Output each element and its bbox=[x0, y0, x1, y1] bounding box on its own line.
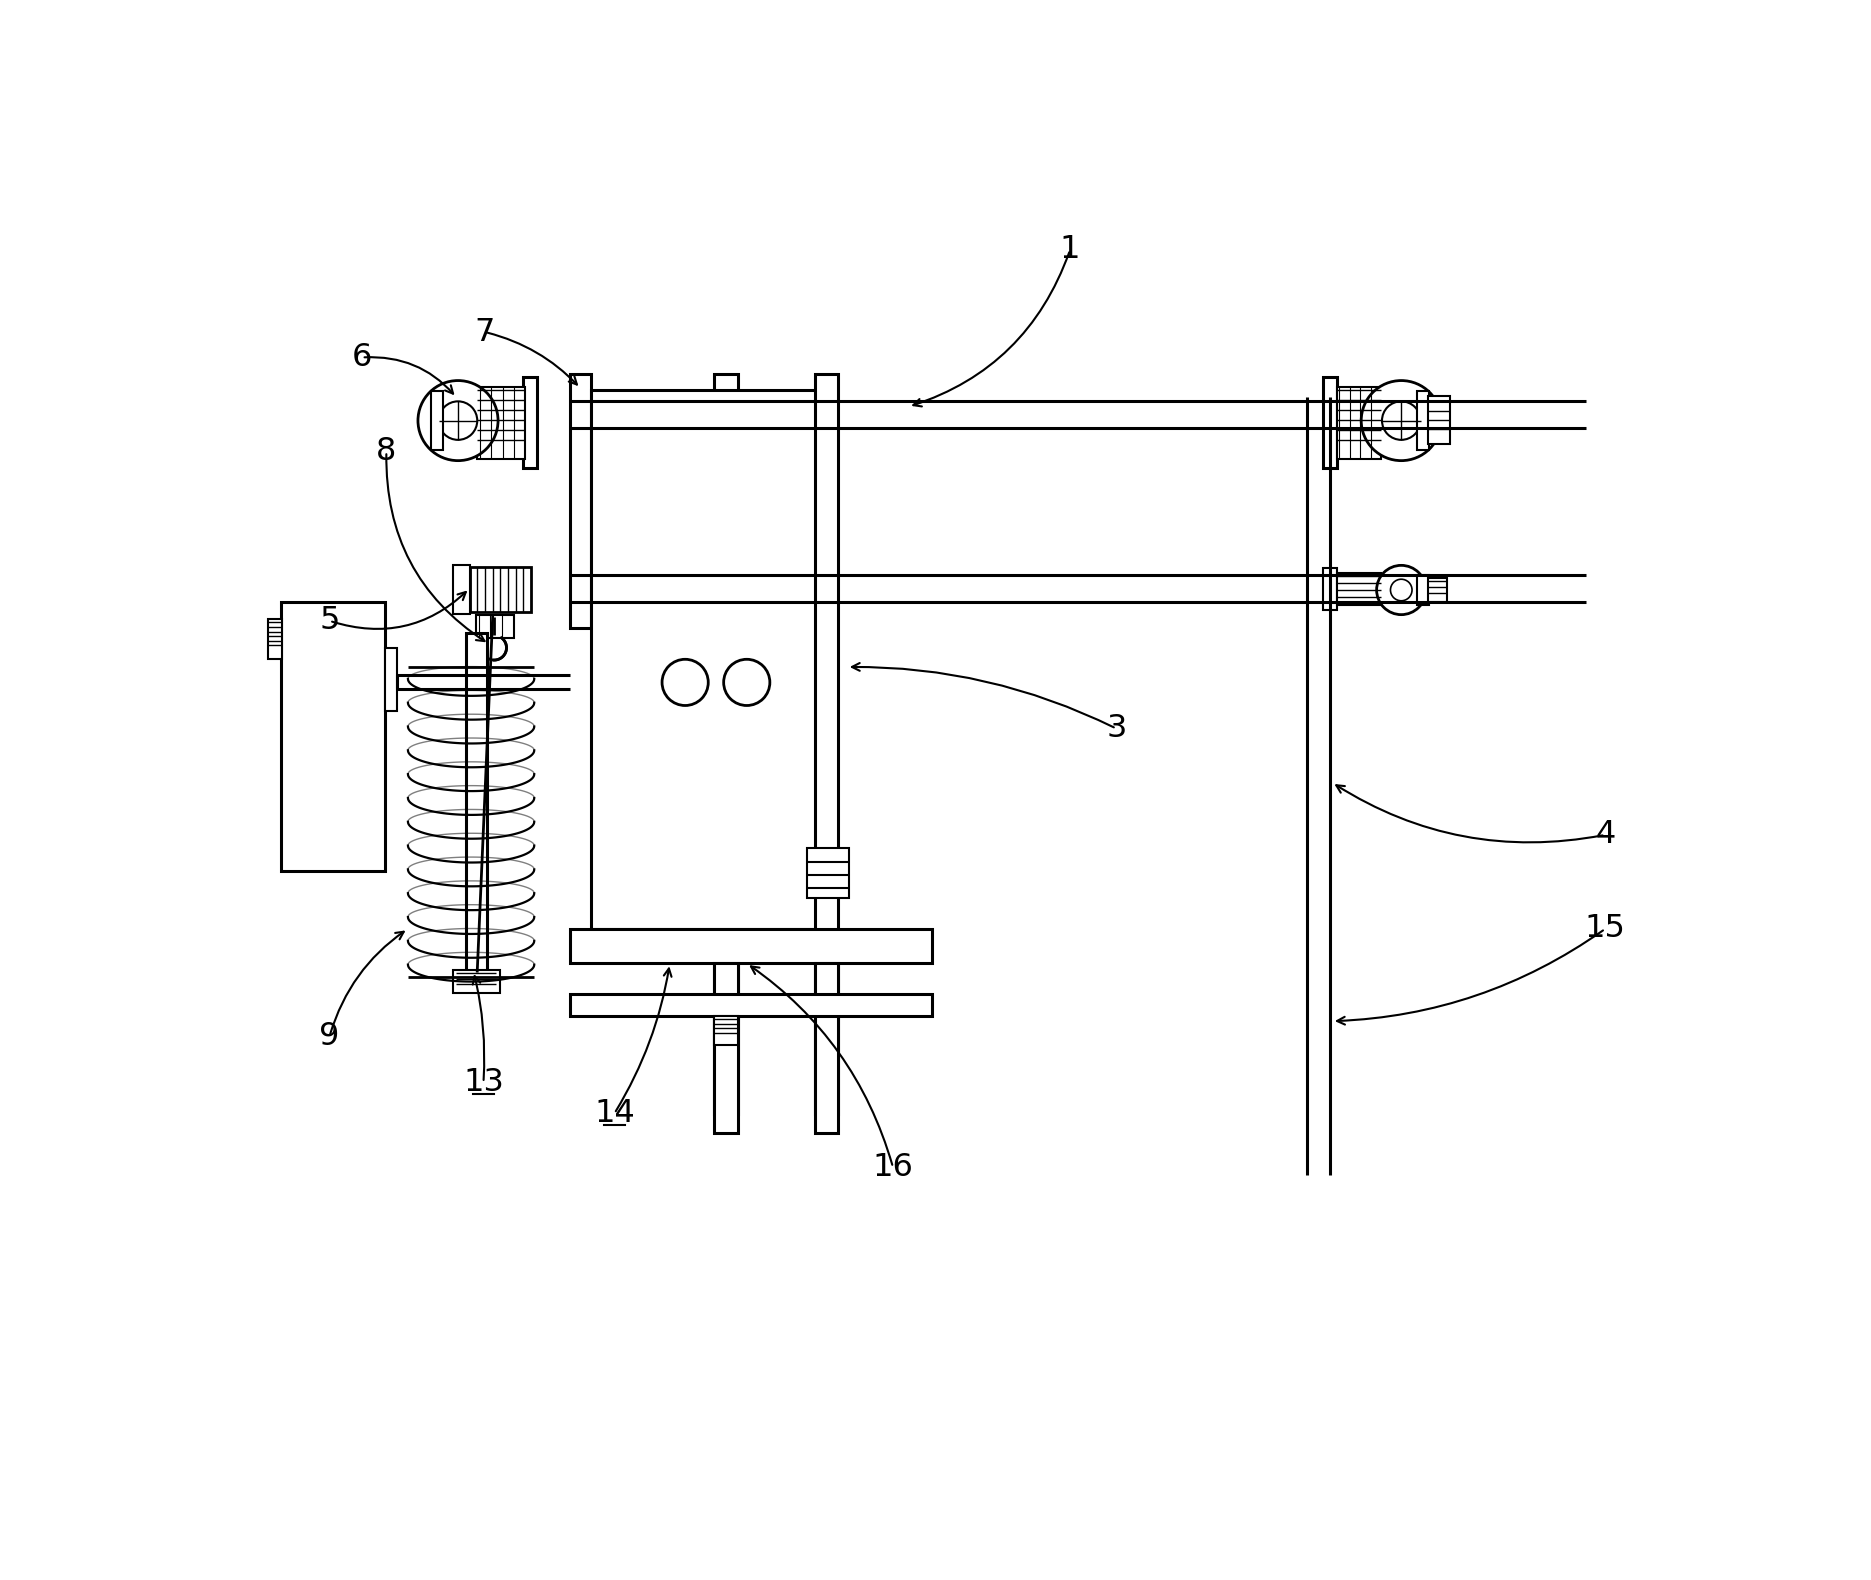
Bar bbox=[385, 648, 397, 711]
Text: 1: 1 bbox=[1059, 234, 1080, 265]
Text: 16: 16 bbox=[872, 1152, 913, 1183]
Circle shape bbox=[1390, 580, 1413, 600]
Text: 5: 5 bbox=[320, 605, 341, 637]
Bar bbox=[715, 374, 737, 1114]
Text: 4: 4 bbox=[1596, 820, 1615, 850]
Bar bbox=[524, 378, 537, 468]
Text: 15: 15 bbox=[1585, 913, 1626, 945]
Bar bbox=[806, 848, 849, 897]
Bar bbox=[814, 964, 838, 1133]
Circle shape bbox=[1383, 401, 1420, 439]
Circle shape bbox=[483, 635, 507, 660]
Circle shape bbox=[724, 659, 769, 706]
Text: 14: 14 bbox=[593, 1098, 634, 1130]
Text: 9: 9 bbox=[320, 1021, 341, 1052]
Circle shape bbox=[417, 381, 498, 461]
Bar bbox=[569, 929, 932, 964]
Bar bbox=[569, 994, 932, 1016]
Bar bbox=[466, 634, 486, 972]
Text: 13: 13 bbox=[462, 1068, 503, 1098]
Bar bbox=[715, 964, 737, 1133]
Circle shape bbox=[440, 401, 477, 439]
Bar bbox=[591, 390, 816, 929]
Bar bbox=[1416, 392, 1429, 450]
Bar bbox=[715, 1016, 737, 1044]
Bar bbox=[814, 374, 838, 1114]
Bar bbox=[1336, 574, 1381, 605]
Bar bbox=[1323, 569, 1336, 610]
Text: 8: 8 bbox=[376, 436, 397, 468]
Bar bbox=[1428, 578, 1446, 602]
Bar bbox=[477, 387, 526, 460]
Bar bbox=[281, 602, 385, 871]
Bar bbox=[430, 392, 443, 450]
Text: 6: 6 bbox=[352, 341, 372, 373]
Circle shape bbox=[1362, 381, 1441, 461]
Bar bbox=[1336, 387, 1381, 460]
Bar bbox=[569, 374, 591, 629]
Bar bbox=[470, 567, 531, 611]
Circle shape bbox=[1377, 566, 1426, 615]
Text: 3: 3 bbox=[1106, 713, 1126, 744]
Bar bbox=[268, 619, 283, 659]
Bar bbox=[1416, 575, 1429, 605]
Bar bbox=[453, 564, 470, 615]
Bar bbox=[1428, 397, 1450, 444]
Circle shape bbox=[662, 659, 709, 706]
Bar bbox=[475, 615, 515, 638]
Bar bbox=[1323, 378, 1336, 468]
Bar bbox=[453, 970, 500, 992]
Text: 7: 7 bbox=[475, 316, 496, 348]
